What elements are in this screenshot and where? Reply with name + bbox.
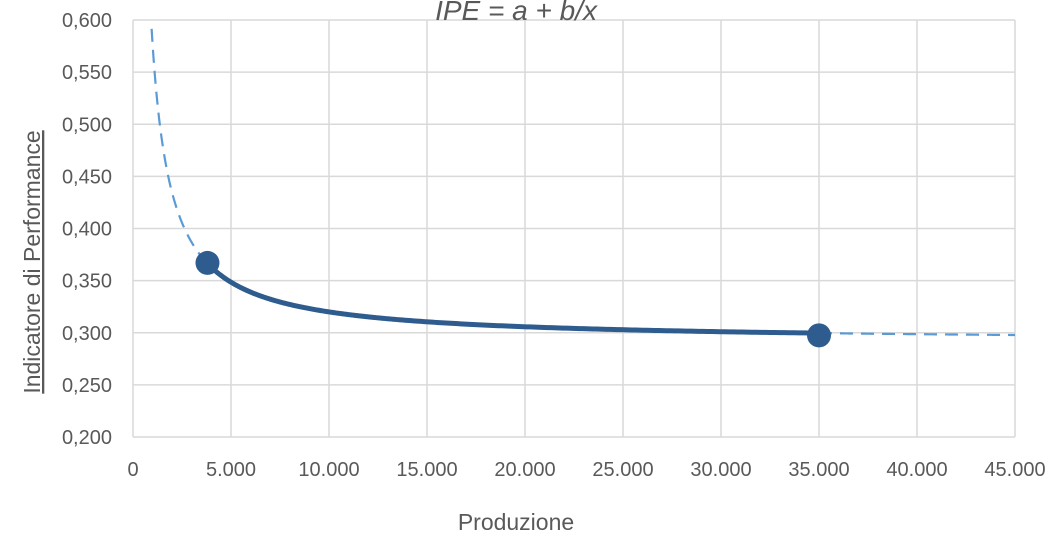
x-tick-label: 10.000 — [298, 459, 359, 481]
y-tick-label: 0,500 — [62, 114, 112, 136]
x-tick-label: 35.000 — [788, 459, 849, 481]
x-tick-label: 30.000 — [690, 459, 751, 481]
y-axis-title: Indicatore di Performance — [19, 130, 45, 393]
data-point — [195, 250, 220, 275]
fitted-curve-solid — [205, 261, 820, 336]
y-tick-label: 0,300 — [62, 323, 112, 345]
y-tick-label: 0,450 — [62, 166, 112, 188]
y-tick-label: 0,400 — [62, 219, 112, 241]
x-tick-label: 40.000 — [886, 459, 947, 481]
y-tick-label: 0,350 — [62, 271, 112, 293]
x-tick-label: 25.000 — [592, 459, 653, 481]
x-axis-ticks: 0 5.000 10.000 15.000 20.000 25.000 30.000 35.0… — [127, 459, 1045, 481]
y-axis-ticks: 0,200 0,250 0,300 0,350 0,400 0,450 0,500 0,550… — [62, 10, 112, 449]
x-tick-label: 5.000 — [206, 459, 256, 481]
grid — [132, 19, 1016, 438]
x-tick-label: 0 — [127, 459, 138, 481]
curves — [150, 28, 1016, 337]
x-axis-title: Produzione — [458, 509, 574, 533]
y-tick-label: 0,600 — [62, 10, 112, 32]
y-tick-label: 0,200 — [62, 427, 112, 449]
y-tick-label: 0,250 — [62, 375, 112, 397]
fitted-curve-extrapolation — [150, 28, 209, 265]
x-tick-label: 15.000 — [396, 459, 457, 481]
data-point — [807, 323, 831, 348]
fitted-curve-extrapolation — [818, 332, 1016, 337]
x-tick-label: 45.000 — [984, 459, 1045, 481]
chart-title: IPE = a + b/x — [435, 0, 598, 26]
x-tick-label: 20.000 — [494, 459, 555, 481]
markers — [195, 250, 831, 348]
y-tick-label: 0,550 — [62, 62, 112, 84]
